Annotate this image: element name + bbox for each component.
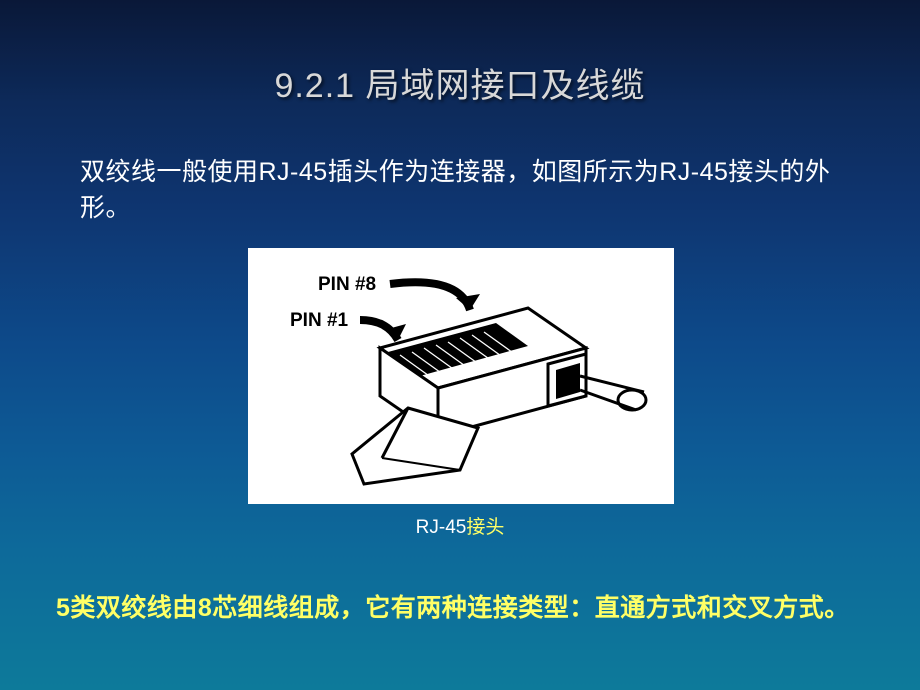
figure-caption: RJ-45接头 [0, 512, 920, 539]
paragraph-intro: 双绞线一般使用RJ-45插头作为连接器，如图所示为RJ-45接头的外形。 [80, 154, 860, 227]
caption-suffix: 接头 [466, 517, 504, 538]
pin1-label: PIN #1 [290, 310, 349, 331]
paragraph-types: 5类双绞线由8芯细线组成，它有两种连接类型：直通方式和交叉方式。 [56, 590, 870, 626]
caption-prefix: RJ-45 [416, 517, 467, 538]
rj45-figure: PIN #8 PIN #1 [248, 248, 674, 504]
slide-title: 9.2.1 局域网接口及线缆 [0, 0, 920, 107]
rj45-svg: PIN #8 PIN #1 [248, 248, 674, 504]
pin8-arrow [390, 282, 470, 310]
pin8-label: PIN #8 [318, 274, 376, 295]
